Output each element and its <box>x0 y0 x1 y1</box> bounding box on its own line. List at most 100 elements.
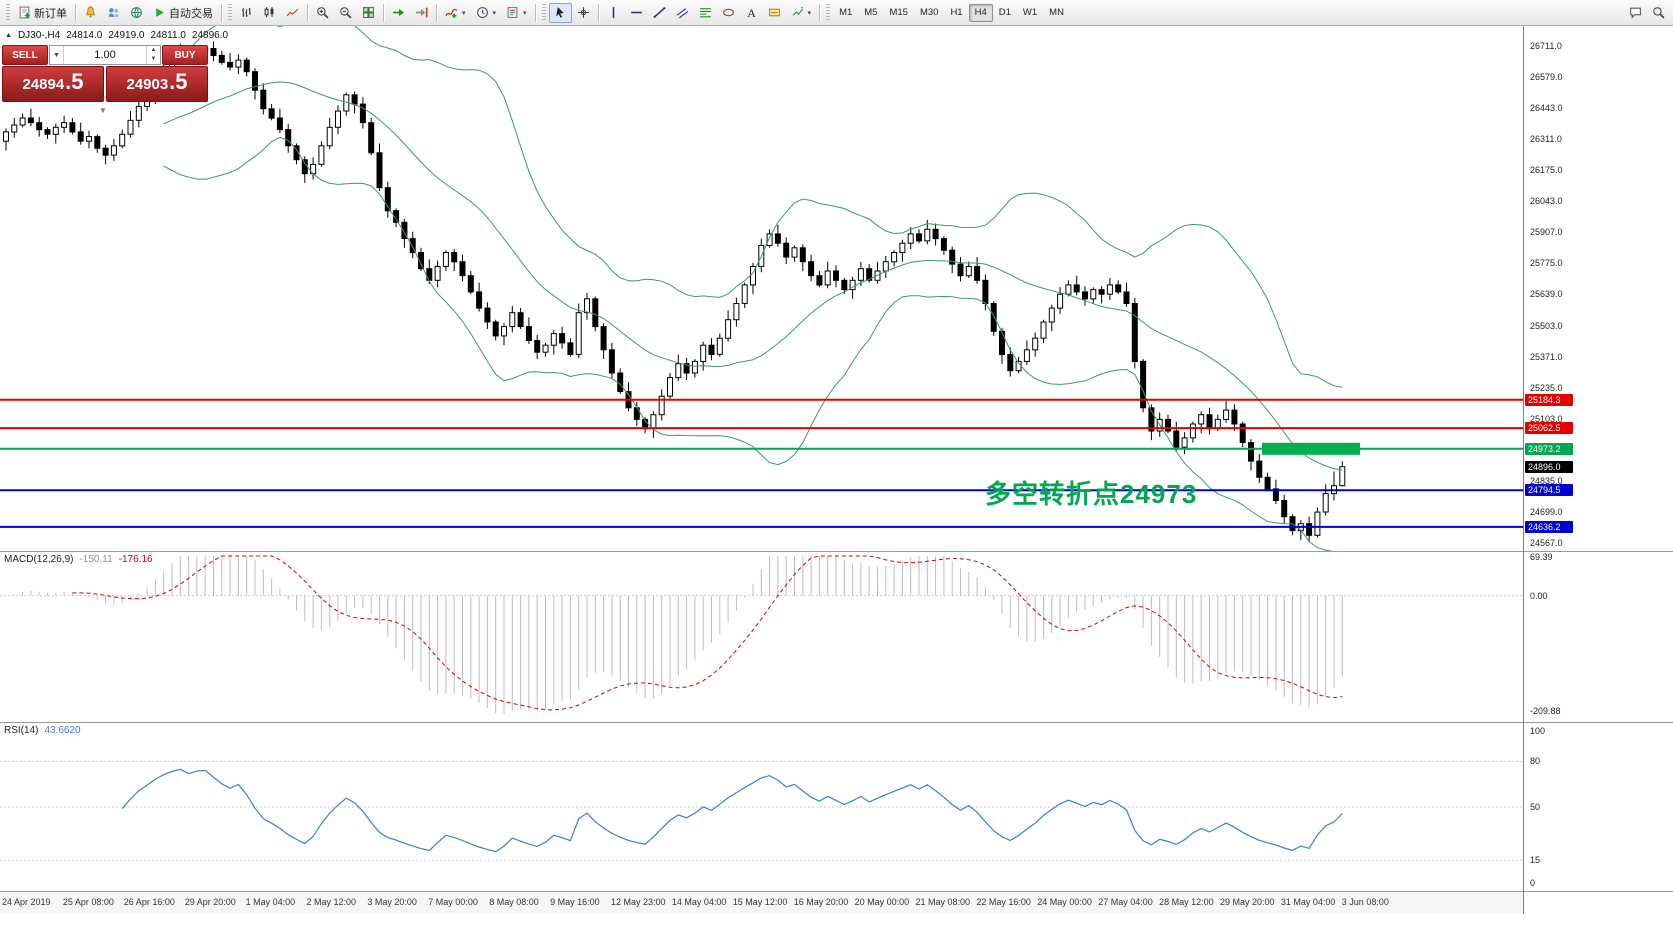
line-chart-mode-icon <box>286 8 299 17</box>
chat-button[interactable] <box>1624 3 1647 23</box>
zoom-in-button[interactable] <box>311 3 334 23</box>
toolbar-grip[interactable] <box>541 3 546 22</box>
chart-collapse-icon[interactable]: ▲ <box>5 32 12 39</box>
rsi-axis-label: 15 <box>1530 855 1541 866</box>
macd-chart[interactable] <box>0 552 1523 722</box>
buy-button[interactable]: BUY <box>162 45 208 65</box>
one-click-trade-panel: SELL ▼ 1.00 ▲ ▼ BUY 24894.5 24903.5 ▼ <box>2 45 208 115</box>
time-axis-label: 21 May 08:00 <box>915 897 971 907</box>
time-axis-label: 16 May 20:00 <box>793 897 849 907</box>
cursor-button[interactable] <box>548 2 572 23</box>
price-integer-part: 24894 <box>22 76 65 93</box>
alerts-icon <box>85 6 96 18</box>
macd-label: MACD(12,26,9) <box>4 554 74 565</box>
rsi-axis: 100 80 50 15 0 <box>1524 722 1673 891</box>
indicators-button[interactable]: ▾ <box>440 3 471 23</box>
periods-button[interactable]: ▾ <box>471 3 502 23</box>
templates-icon <box>507 7 518 18</box>
horizontal-line-button[interactable] <box>625 3 648 23</box>
toolbar-grip[interactable] <box>826 3 831 22</box>
price-tick: 25503.0 <box>1530 320 1563 331</box>
vertical-line-button[interactable] <box>602 3 625 23</box>
market-watch-icon <box>108 8 119 17</box>
spinner-down-icon[interactable]: ▼ <box>150 56 157 62</box>
templates-button[interactable]: ▾ <box>501 3 532 23</box>
crosshair-button[interactable] <box>572 3 595 23</box>
alerts-button[interactable] <box>79 3 102 23</box>
text-label-button[interactable] <box>763 3 786 23</box>
fibonacci-button[interactable] <box>694 3 717 23</box>
tf-w1-timeframe-button[interactable]: W1 <box>1017 4 1043 22</box>
macd-axis-label: 69.39 <box>1530 552 1553 563</box>
tile-windows-button[interactable] <box>357 3 380 23</box>
shapes-button[interactable] <box>717 3 740 23</box>
fibonacci-icon <box>699 8 711 18</box>
price-tick: 25235.0 <box>1530 383 1563 394</box>
arrows-button[interactable]: ▾ <box>786 3 817 23</box>
toolbar-separator <box>307 3 308 22</box>
price-tick: 25371.0 <box>1530 351 1563 362</box>
shapes-icon <box>722 8 734 17</box>
macd-axis-label: -209.88 <box>1530 706 1561 717</box>
volume-dropdown-icon[interactable]: ▼ <box>50 46 64 64</box>
time-axis[interactable]: 24 Apr 2019 25 Apr 08:00 26 Apr 16:00 29 Ap… <box>0 891 1523 914</box>
tf-h4-timeframe-button[interactable]: H4 <box>968 3 993 22</box>
equidistant-channel-button[interactable] <box>671 3 694 23</box>
arrows-icon <box>792 6 803 16</box>
time-axis-label: 7 May 00:00 <box>428 897 478 907</box>
rsi-header: RSI(14) 43.6620 <box>4 725 81 736</box>
candlestick-mode-button[interactable] <box>258 3 281 23</box>
zoom-out-button[interactable] <box>334 3 357 23</box>
text-button[interactable]: A <box>740 3 763 23</box>
sell-button[interactable]: SELL <box>2 45 48 65</box>
price-tick: 26043.0 <box>1530 195 1563 206</box>
new-order-button[interactable]: 新订单 <box>13 3 72 23</box>
chart-shift-button[interactable] <box>410 3 433 23</box>
trend-line-button[interactable] <box>648 3 671 23</box>
toolbar-grip[interactable] <box>228 3 232 22</box>
search-button[interactable] <box>1647 3 1670 23</box>
macd-value: -150.11 <box>79 554 113 565</box>
price-tick: 25639.0 <box>1530 289 1563 300</box>
candlestick-chart[interactable] <box>0 26 1523 551</box>
dropdown-caret-icon: ▾ <box>807 9 812 17</box>
buy-price-button[interactable]: 24903.5 <box>106 66 208 102</box>
time-axis-label: 26 Apr 16:00 <box>123 897 175 907</box>
bar-chart-mode-button[interactable] <box>235 3 258 23</box>
price-tick: 24699.0 <box>1530 507 1563 518</box>
volume-input[interactable]: ▼ 1.00 ▲ ▼ <box>49 45 161 65</box>
time-axis-label: 29 Apr 20:00 <box>184 897 236 907</box>
volume-spinner[interactable]: ▲ ▼ <box>146 46 160 64</box>
time-axis-label: 2 May 12:00 <box>306 897 357 907</box>
spinner-up-icon[interactable]: ▲ <box>150 47 157 53</box>
sell-price-button[interactable]: 24894.5 <box>2 66 104 102</box>
time-axis-label: 15 May 12:00 <box>732 897 788 907</box>
price-fraction-part: .5 <box>65 69 84 94</box>
auto-scroll-button[interactable] <box>387 3 410 23</box>
price-tick: 26711.0 <box>1530 40 1562 51</box>
price-tick: 26443.0 <box>1530 103 1563 114</box>
community-button[interactable] <box>125 3 148 23</box>
macd-pane: MACD(12,26,9) -150.11 -176.16 <box>0 551 1523 722</box>
time-axis-label: 9 May 16:00 <box>550 897 600 907</box>
tf-mn-timeframe-button[interactable]: MN <box>1043 4 1070 22</box>
main-price-axis[interactable]: 26711.0 26579.0 26443.0 26311.0 26175.0 26043… <box>1524 26 1673 551</box>
tf-d1-timeframe-button[interactable]: D1 <box>993 4 1017 22</box>
toolbar-grip[interactable] <box>6 3 10 22</box>
tf-m30-timeframe-button[interactable]: M30 <box>914 4 944 22</box>
price-axis-column[interactable]: 26711.0 26579.0 26443.0 26311.0 26175.0 26043… <box>1523 26 1673 914</box>
chart-high-value: 24919.0 <box>108 30 145 41</box>
market-watch-button[interactable] <box>102 3 125 23</box>
trade-panel-collapse-icon[interactable]: ▼ <box>99 106 107 115</box>
tf-m1-timeframe-button[interactable]: M1 <box>833 4 858 22</box>
auto-trading-button[interactable]: 自动交易 <box>148 3 218 23</box>
rsi-axis-label: 80 <box>1530 756 1541 767</box>
tf-m5-timeframe-button[interactable]: M5 <box>858 4 883 22</box>
tf-h1-timeframe-button[interactable]: H1 <box>944 4 968 22</box>
time-axis-label: 12 May 23:00 <box>611 897 666 907</box>
candlestick-mode-icon <box>264 7 274 18</box>
line-chart-mode-button[interactable] <box>281 3 304 23</box>
rsi-axis-label: 50 <box>1530 802 1541 812</box>
tf-m15-timeframe-button[interactable]: M15 <box>883 4 913 22</box>
rsi-chart[interactable] <box>0 723 1523 891</box>
